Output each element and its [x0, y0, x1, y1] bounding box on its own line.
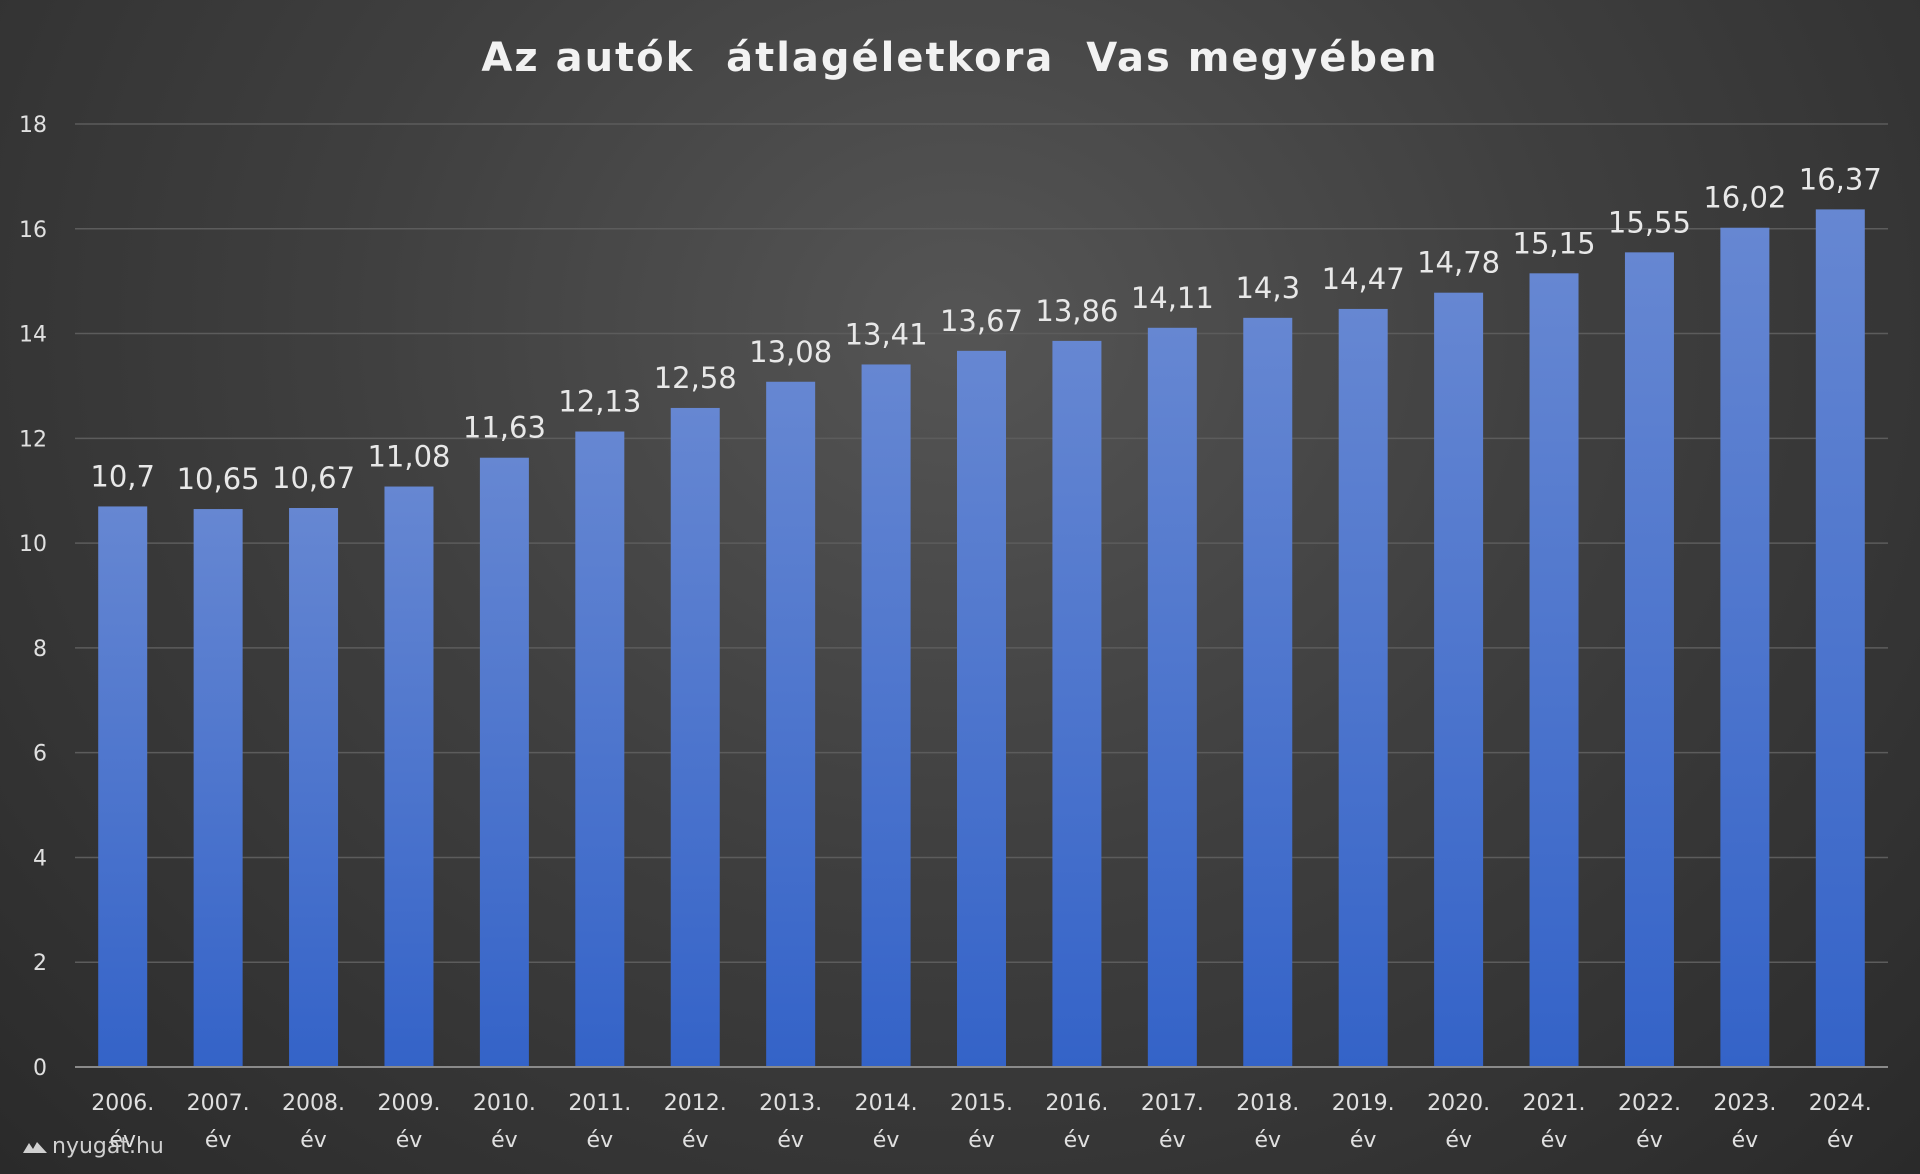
data-label: 12,13 — [558, 385, 641, 419]
data-label: 10,7 — [90, 459, 155, 493]
data-label: 14,78 — [1417, 246, 1500, 280]
data-label: 10,65 — [177, 462, 260, 496]
x-tick-label-unit: év — [491, 1128, 518, 1153]
watermark: nyugat.hu — [22, 1134, 164, 1159]
data-label: 12,58 — [654, 361, 737, 395]
y-tick-label: 6 — [33, 742, 47, 767]
bar — [1720, 227, 1770, 1068]
x-tick-label-unit: év — [873, 1128, 900, 1153]
y-tick-label: 12 — [19, 427, 47, 452]
data-label: 14,47 — [1322, 262, 1405, 296]
x-tick-label-year: 2011. — [568, 1091, 631, 1116]
y-tick-label: 0 — [33, 1056, 47, 1081]
x-tick-label-unit: év — [205, 1128, 232, 1153]
x-axis-ticks: 2006. év 2007. év 2008. év 2009. év 2010. év 2011.… — [91, 1091, 1872, 1153]
y-tick-label: 2 — [33, 951, 47, 976]
bar — [1243, 317, 1293, 1068]
x-tick-label-unit: év — [1064, 1128, 1091, 1153]
data-label: 11,08 — [367, 440, 450, 474]
data-label: 15,15 — [1513, 226, 1596, 260]
data-label: 14,11 — [1131, 281, 1214, 315]
data-label: 10,67 — [272, 461, 355, 495]
x-tick-label-unit: év — [587, 1128, 614, 1153]
x-tick-label-unit: év — [1636, 1128, 1663, 1153]
x-tick-label-unit: év — [1541, 1128, 1568, 1153]
data-label: 14,3 — [1235, 271, 1300, 305]
x-tick-label-year: 2022. — [1618, 1091, 1681, 1116]
x-tick-label-unit: év — [968, 1128, 995, 1153]
bar — [1624, 252, 1674, 1067]
x-tick-label-unit: év — [1159, 1128, 1186, 1153]
x-tick-label-year: 2013. — [759, 1091, 822, 1116]
x-tick-label-unit: év — [1827, 1128, 1854, 1153]
data-label: 13,67 — [940, 304, 1023, 338]
bar — [193, 509, 243, 1067]
x-tick-label-unit: év — [1445, 1128, 1472, 1153]
x-tick-label-year: 2021. — [1523, 1091, 1586, 1116]
chart-title: Az autók átlagéletkora Vas megyében — [481, 35, 1438, 81]
x-tick-label-unit: év — [777, 1128, 804, 1153]
data-label: 16,02 — [1703, 181, 1786, 215]
x-tick-label-unit: év — [109, 1128, 136, 1153]
y-tick-label: 16 — [19, 218, 47, 243]
y-tick-label: 14 — [19, 323, 47, 348]
bar — [670, 407, 720, 1068]
data-label: 13,41 — [845, 317, 928, 351]
nyugat-logo-icon — [23, 1141, 47, 1153]
x-tick-label-year: 2014. — [855, 1091, 918, 1116]
bar — [479, 457, 529, 1067]
y-tick-label: 8 — [33, 637, 47, 662]
watermark-text: nyugat.hu — [52, 1134, 164, 1159]
x-tick-label-year: 2008. — [282, 1091, 345, 1116]
bar — [575, 431, 625, 1067]
x-tick-label-year: 2012. — [664, 1091, 727, 1116]
x-tick-label-year: 2017. — [1141, 1091, 1204, 1116]
data-label: 13,86 — [1035, 294, 1118, 328]
x-tick-label-year: 2009. — [377, 1091, 440, 1116]
data-label: 13,08 — [749, 335, 832, 369]
bar — [1434, 292, 1484, 1067]
x-tick-label-unit: év — [1732, 1128, 1759, 1153]
bar — [1338, 308, 1388, 1068]
x-tick-label-year: 2016. — [1045, 1091, 1108, 1116]
bar — [766, 381, 816, 1068]
x-tick-label-year: 2023. — [1713, 1091, 1776, 1116]
bar — [861, 364, 911, 1068]
bar — [1052, 340, 1102, 1067]
bar — [289, 508, 339, 1067]
bar — [98, 506, 148, 1067]
x-tick-label-unit: év — [1254, 1128, 1281, 1153]
y-tick-label: 18 — [19, 113, 47, 138]
x-tick-label-year: 2020. — [1427, 1091, 1490, 1116]
x-tick-label-unit: év — [1350, 1128, 1377, 1153]
data-label: 11,63 — [463, 411, 546, 445]
x-tick-label-year: 2015. — [950, 1091, 1013, 1116]
x-tick-label-unit: év — [300, 1128, 327, 1153]
x-tick-label-year: 2019. — [1332, 1091, 1395, 1116]
x-tick-label-year: 2010. — [473, 1091, 536, 1116]
data-label: 15,55 — [1608, 205, 1691, 239]
bar — [1815, 209, 1865, 1067]
x-tick-label-year: 2024. — [1809, 1091, 1872, 1116]
data-label: 16,37 — [1799, 162, 1882, 196]
x-tick-label-unit: év — [682, 1128, 709, 1153]
x-tick-label-year: 2007. — [187, 1091, 250, 1116]
x-tick-label-year: 2018. — [1236, 1091, 1299, 1116]
bar — [957, 350, 1006, 1068]
x-tick-label-year: 2006. — [91, 1091, 154, 1116]
bar — [384, 486, 434, 1067]
y-axis-ticks: 0 2 4 6 8 10 12 14 16 18 — [19, 113, 47, 1081]
data-labels: 10,7 10,65 10,67 11,08 11,63 12,13 12,58 13,08 1… — [90, 162, 1881, 496]
y-tick-label: 4 — [33, 846, 47, 871]
y-tick-label: 10 — [19, 532, 47, 557]
bar — [1529, 273, 1579, 1067]
bar — [1147, 327, 1197, 1067]
bars — [98, 209, 1865, 1068]
x-tick-label-unit: év — [396, 1128, 423, 1153]
